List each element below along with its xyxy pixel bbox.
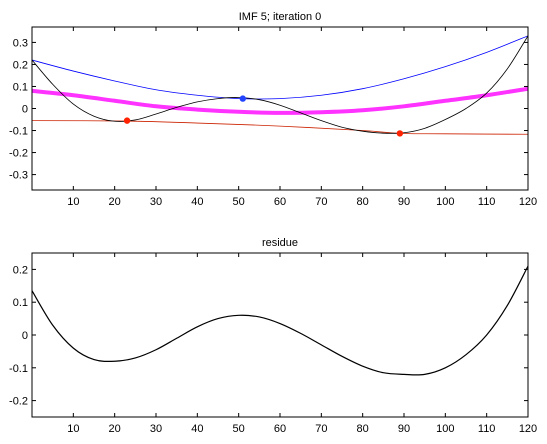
series-line-3 [32,86,528,115]
x-tick-label: 90 [398,423,410,435]
axes-box [31,26,529,191]
x-tick-label: 20 [109,196,121,208]
axes-box [31,252,529,418]
y-tick-label: -0.2 [9,396,28,408]
plot-title: residue [262,237,298,249]
x-tick-label: 70 [315,196,327,208]
x-tick-label: 70 [315,423,327,435]
x-tick-label: 90 [398,196,410,208]
y-tick-label: 0 [22,330,28,342]
x-tick-label: 40 [191,423,203,435]
y-tick-label: 0.1 [13,297,28,309]
plot-title: IMF 5; iteration 0 [239,11,322,23]
y-tick-label: 0.1 [13,81,28,93]
extremum-marker-2 [239,95,246,102]
series-line-2 [32,120,528,135]
x-tick-label: 50 [233,196,245,208]
series-line-4 [32,35,528,134]
extremum-marker-1 [123,117,131,124]
series-group [32,265,528,376]
top-plot: IMF 5; iteration 0 10 20 30 40 50 60 70 80 90 100 1… [9,11,537,208]
bottom-plot: residue 10 20 30 40 50 60 70 80 90 100 110 120 -0.2 -0… [9,237,537,435]
y-tick-label: -0.2 [9,148,28,160]
x-tick-label: 50 [233,423,245,435]
x-tick-label: 60 [274,423,286,435]
y-tick-label: 0.2 [13,59,28,71]
x-tick-label: 30 [150,196,162,208]
series-line-1 [32,265,528,376]
y-tick-label: 0.3 [13,37,28,49]
y-tick-label: -0.1 [9,363,28,375]
extremum-marker-3 [396,130,404,137]
x-tick-label: 100 [436,196,454,208]
x-tick-label: 80 [357,423,369,435]
x-tick-label: 120 [519,423,537,435]
x-tick-label: 110 [478,423,496,435]
x-tick-label: 110 [478,196,496,208]
y-tick-label: 0 [22,104,28,116]
series-line-1 [32,35,528,100]
x-tick-label: 30 [150,423,162,435]
x-tick-label: 10 [67,196,79,208]
y-tick-label: -0.3 [9,170,28,182]
x-tick-label: 100 [436,423,454,435]
y-tick-label: 0.2 [13,264,28,276]
y-tick-label: -0.1 [9,126,28,138]
x-tick-label: 20 [109,423,121,435]
x-tick-label: 10 [67,423,79,435]
x-tick-label: 60 [274,196,286,208]
series-group [32,35,528,137]
x-tick-label: 80 [357,196,369,208]
x-tick-label: 120 [519,196,537,208]
x-tick-label: 40 [191,196,203,208]
